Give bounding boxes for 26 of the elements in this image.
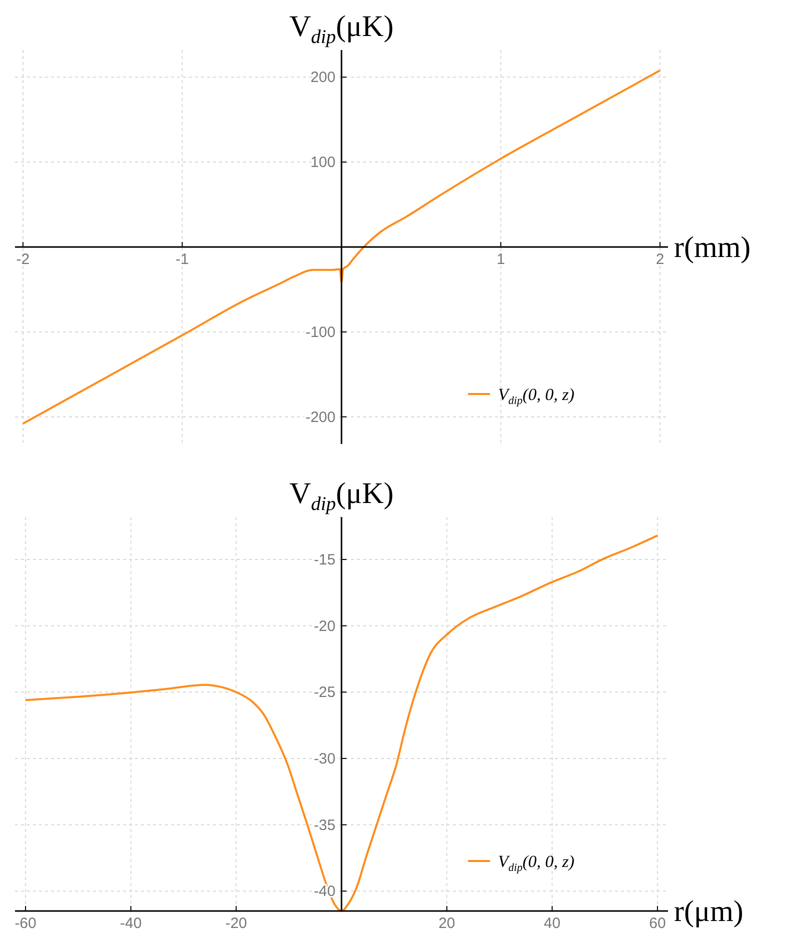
y-tick-label: -15 (314, 551, 336, 568)
x-tick-label: -1 (176, 251, 189, 268)
y-tick-label: -35 (314, 816, 336, 834)
x-tick-label: 20 (438, 915, 456, 932)
line-series (24, 534, 658, 912)
x-axis-title: r(mm) (674, 231, 751, 264)
y-axis-title: V$_{dip}$(μK) (289, 477, 394, 515)
legend-label: V$_{dip}$(0, 0, z) (498, 385, 575, 407)
x-tick-label: 2 (656, 251, 664, 268)
x-tick-label: 60 (649, 915, 666, 932)
y-tick-label: -30 (314, 750, 336, 768)
legend-label: V$_{dip}$(0, 0, z) (498, 852, 575, 874)
y-tick-label: 100 (310, 154, 336, 172)
y-tick-label: -20 (314, 618, 336, 635)
x-tick-label: 40 (544, 915, 560, 932)
y-tick-label: 200 (310, 69, 336, 86)
x-tick-label: -2 (16, 251, 30, 268)
y-tick-label: -200 (305, 408, 336, 426)
x-tick-label: -60 (14, 915, 36, 932)
x-tick-label: -40 (120, 915, 142, 932)
y-axis-title: V$_{dip}$(μK) (289, 10, 394, 48)
y-tick-label: -100 (305, 324, 336, 341)
x-axis-title: r(μm) (674, 895, 744, 928)
y-tick-label: -25 (314, 684, 336, 702)
x-tick-label: 1 (496, 251, 505, 268)
x-tick-label: -20 (225, 915, 248, 932)
